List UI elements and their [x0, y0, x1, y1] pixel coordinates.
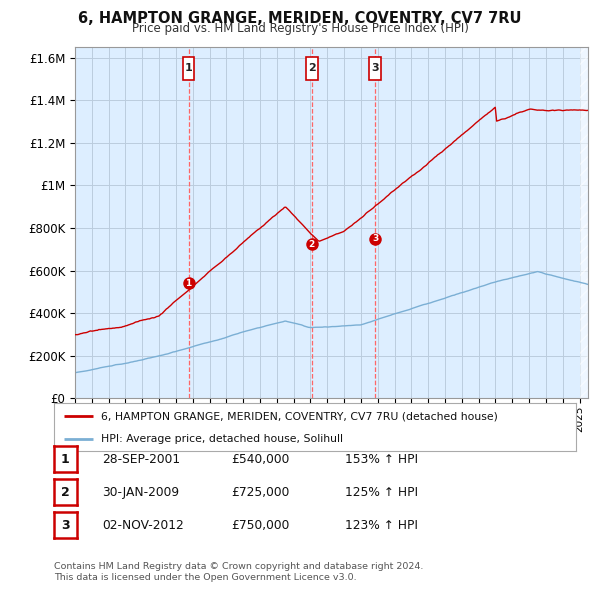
FancyBboxPatch shape — [306, 57, 318, 80]
FancyBboxPatch shape — [182, 57, 194, 80]
Text: 1: 1 — [185, 64, 193, 74]
Text: 2: 2 — [308, 64, 316, 74]
Text: £540,000: £540,000 — [231, 453, 289, 466]
Text: 3: 3 — [61, 519, 70, 532]
Text: This data is licensed under the Open Government Licence v3.0.: This data is licensed under the Open Gov… — [54, 572, 356, 582]
Text: 6, HAMPTON GRANGE, MERIDEN, COVENTRY, CV7 7RU (detached house): 6, HAMPTON GRANGE, MERIDEN, COVENTRY, CV… — [101, 411, 498, 421]
Text: 28-SEP-2001: 28-SEP-2001 — [102, 453, 180, 466]
Text: 1: 1 — [185, 279, 191, 288]
Text: 6, HAMPTON GRANGE, MERIDEN, COVENTRY, CV7 7RU: 6, HAMPTON GRANGE, MERIDEN, COVENTRY, CV… — [78, 11, 522, 25]
Text: 30-JAN-2009: 30-JAN-2009 — [102, 486, 179, 499]
Text: 153% ↑ HPI: 153% ↑ HPI — [345, 453, 418, 466]
Text: 2: 2 — [308, 240, 315, 248]
Text: 1: 1 — [61, 453, 70, 466]
Text: £750,000: £750,000 — [231, 519, 289, 532]
Text: 3: 3 — [372, 234, 378, 243]
Text: 3: 3 — [371, 64, 379, 74]
Text: 02-NOV-2012: 02-NOV-2012 — [102, 519, 184, 532]
Text: 123% ↑ HPI: 123% ↑ HPI — [345, 519, 418, 532]
FancyBboxPatch shape — [369, 57, 381, 80]
Text: 2: 2 — [61, 486, 70, 499]
Text: £725,000: £725,000 — [231, 486, 289, 499]
Text: Price paid vs. HM Land Registry's House Price Index (HPI): Price paid vs. HM Land Registry's House … — [131, 22, 469, 35]
Text: Contains HM Land Registry data © Crown copyright and database right 2024.: Contains HM Land Registry data © Crown c… — [54, 562, 424, 571]
Text: HPI: Average price, detached house, Solihull: HPI: Average price, detached house, Soli… — [101, 434, 343, 444]
Text: 125% ↑ HPI: 125% ↑ HPI — [345, 486, 418, 499]
